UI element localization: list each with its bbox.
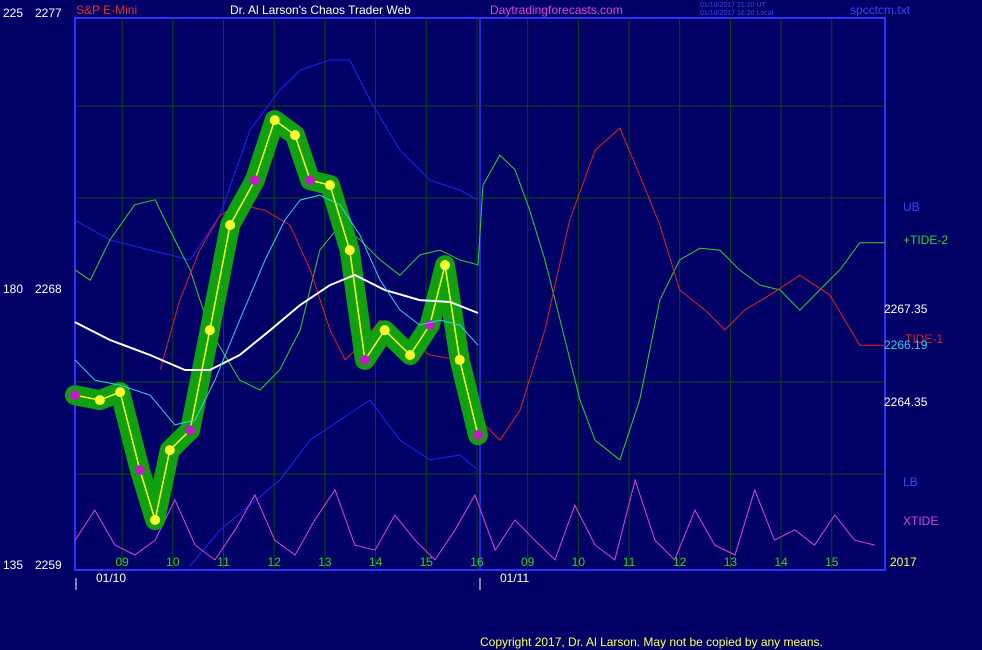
price-dot (249, 175, 260, 186)
series-label: +TIDE-2 (903, 233, 948, 247)
chart-title: Dr. Al Larson's Chaos Trader Web (230, 3, 411, 17)
price-dot (115, 387, 126, 398)
x-tick-label: 15 (825, 555, 839, 569)
x-tick-label: 13 (724, 555, 738, 569)
price-dot (454, 354, 465, 365)
x-tick-label: 09 (521, 555, 535, 569)
y2-tick-label: 135 (3, 558, 23, 572)
series-line (74, 194, 479, 426)
x-tick-label: 10 (572, 555, 586, 569)
date-label: 01/11 (500, 571, 529, 585)
y-tick-label: 2277 (35, 6, 62, 20)
x-tick-label: 11 (623, 555, 636, 569)
x-tick-label: 14 (774, 555, 788, 569)
price-dot (324, 180, 335, 191)
price-dot (440, 260, 451, 271)
price-dot (359, 354, 370, 365)
x-tick-label: 12 (673, 555, 687, 569)
year: 2017 (890, 555, 917, 569)
x-tick-label: 09 (115, 555, 129, 569)
price-dot (204, 325, 215, 336)
price-dot (379, 325, 390, 336)
price-dot (344, 245, 355, 256)
copyright: Copyright 2017, Dr. Al Larson. May not b… (480, 635, 823, 649)
price-dot (405, 350, 416, 361)
band-label: LB (903, 475, 918, 489)
x-tick-label: 11 (217, 555, 230, 569)
band-label: UB (903, 200, 920, 214)
price-dot (150, 515, 161, 525)
price-dot (225, 219, 236, 230)
series-label: TIDE-1 (905, 332, 943, 346)
price-dot (289, 130, 300, 141)
price-dot (185, 425, 196, 436)
y-tick-label: 2259 (35, 558, 62, 572)
instrument: S&P E-Mini (76, 3, 137, 17)
y-tick-label: 2268 (35, 282, 62, 296)
x-tick-label: 16 (470, 555, 484, 569)
price-dot (269, 115, 280, 126)
series-label: XTIDE (903, 514, 938, 528)
price-label: 2266.19 (884, 338, 928, 352)
price-label: 2264.35 (884, 395, 928, 409)
website: Daytradingforecasts.com (490, 3, 623, 17)
price-dot (305, 175, 316, 186)
x-tick-label: 10 (166, 555, 180, 569)
price-dot (94, 395, 105, 406)
price-line (74, 118, 479, 521)
x-tick-label: 12 (268, 555, 282, 569)
series-line (189, 399, 479, 567)
x-tick-label: 14 (369, 555, 383, 569)
price-dot (472, 430, 483, 441)
x-tick-label: 13 (318, 555, 332, 569)
y2-tick-label: 180 (3, 282, 23, 296)
x-tick-label: 15 (420, 555, 434, 569)
y2-tick-label: 225 (3, 6, 23, 20)
series-line (159, 127, 885, 442)
series-line (74, 273, 479, 371)
filename: spcctcm.txt (850, 3, 911, 17)
price-dot (164, 445, 175, 456)
price-dot (134, 465, 145, 476)
series-line (74, 478, 876, 561)
timestamp: 01/10/2017 16:20 Local (700, 10, 774, 17)
timestamp: 01/10/2017 21:20 UT (700, 2, 766, 9)
series-line (74, 59, 479, 261)
date-label: 01/10 (96, 571, 126, 585)
price-label: 2267.35 (884, 302, 928, 316)
price-dot (70, 390, 80, 401)
